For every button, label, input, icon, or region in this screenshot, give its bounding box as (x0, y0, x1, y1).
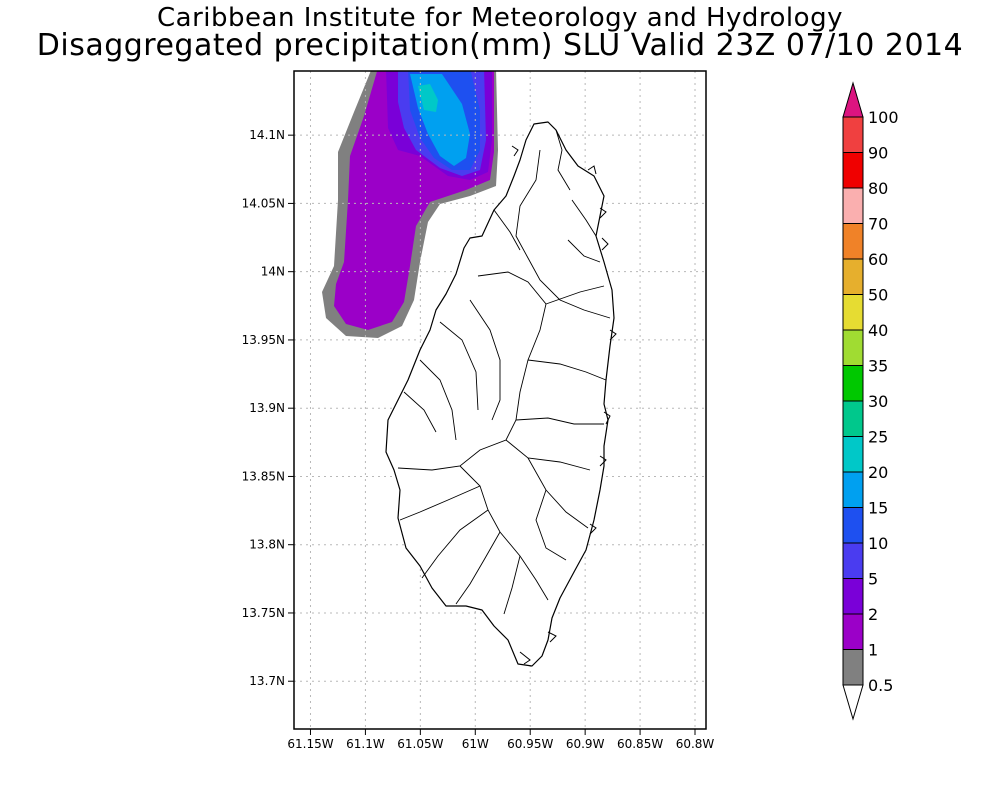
lat-tick-label: 13.95N (242, 333, 285, 347)
colorbar-swatch (842, 329, 864, 366)
colorbar-swatch (842, 436, 864, 473)
colorbar-swatch (842, 613, 864, 650)
lon-tick-label: 60.95W (507, 737, 553, 751)
lat-tick-label: 13.85N (242, 469, 285, 483)
lat-tick-label: 14.1N (249, 128, 285, 142)
lat-tick-label: 13.7N (249, 674, 285, 688)
colorbar-swatch (842, 187, 864, 224)
colorbar-swatch (842, 471, 864, 508)
map-title-institute: Caribbean Institute for Meteorology and … (157, 3, 843, 33)
colorbar-level-label: 20 (868, 463, 888, 482)
colorbar-level-label: 50 (868, 286, 888, 305)
colorbar-swatch (842, 507, 864, 544)
lon-tick-label: 60.85W (617, 737, 663, 751)
lat-tick-label: 14.05N (242, 196, 285, 210)
colorbar-swatch (842, 542, 864, 579)
colorbar-swatch (842, 152, 864, 189)
colorbar-level-label: 0.5 (868, 676, 893, 695)
colorbar-upper-arrow (842, 81, 864, 118)
colorbar-swatch (842, 223, 864, 260)
map-frame (293, 70, 707, 730)
colorbar-level-label: 70 (868, 215, 888, 234)
latitude-axis: 14.1N 14.05N 14N 13.95N 13.9N 13.85N 13.8N 13.7… (242, 128, 294, 688)
colorbar-level-label: 2 (868, 605, 878, 624)
colorbar-level-label: 15 (868, 499, 888, 518)
colorbar-swatch (842, 294, 864, 331)
map-title-product: Disaggregated precipitation(mm) SLU Vali… (36, 28, 964, 63)
lat-tick-label: 13.75N (242, 606, 285, 620)
lat-tick-label: 13.9N (249, 401, 285, 415)
precip-band-cyan (418, 84, 438, 112)
colorbar-level-label: 30 (868, 392, 888, 411)
colorbar-level-label: 5 (868, 570, 878, 589)
lon-tick-label: 60.9W (566, 737, 605, 751)
colorbar-level-label: 100 (868, 108, 899, 127)
lon-tick-label: 61W (462, 737, 489, 751)
colorbar-swatch (842, 400, 864, 437)
colorbar-level-label: 25 (868, 428, 888, 447)
colorbar-swatch (842, 365, 864, 402)
lon-tick-label: 61.1W (346, 737, 385, 751)
colorbar-level-label: 80 (868, 179, 888, 198)
lon-tick-label: 60.8W (676, 737, 715, 751)
colorbar-swatch (842, 649, 864, 686)
colorbar-level-label: 35 (868, 357, 888, 376)
colorbar-swatch (842, 578, 864, 615)
lon-tick-label: 61.15W (287, 737, 333, 751)
colorbar-level-label: 40 (868, 321, 888, 340)
colorbar-level-label: 90 (868, 144, 888, 163)
watershed-boundaries (397, 129, 611, 615)
longitude-axis: 61.15W 61.1W 61.05W 61W 60.95W 60.9W 60.85W 60.… (287, 729, 714, 751)
precipitation-field (322, 71, 498, 338)
colorbar-swatch (842, 116, 864, 153)
colorbar-swatch (842, 258, 864, 295)
lat-tick-label: 13.8N (249, 538, 285, 552)
colorbar-level-label: 60 (868, 250, 888, 269)
lon-tick-label: 61.05W (397, 737, 443, 751)
colorbar-level-label: 1 (868, 641, 878, 660)
colorbar-lower-arrow (842, 684, 864, 721)
lat-tick-label: 14N (261, 265, 285, 279)
colorbar-level-label: 10 (868, 534, 888, 553)
